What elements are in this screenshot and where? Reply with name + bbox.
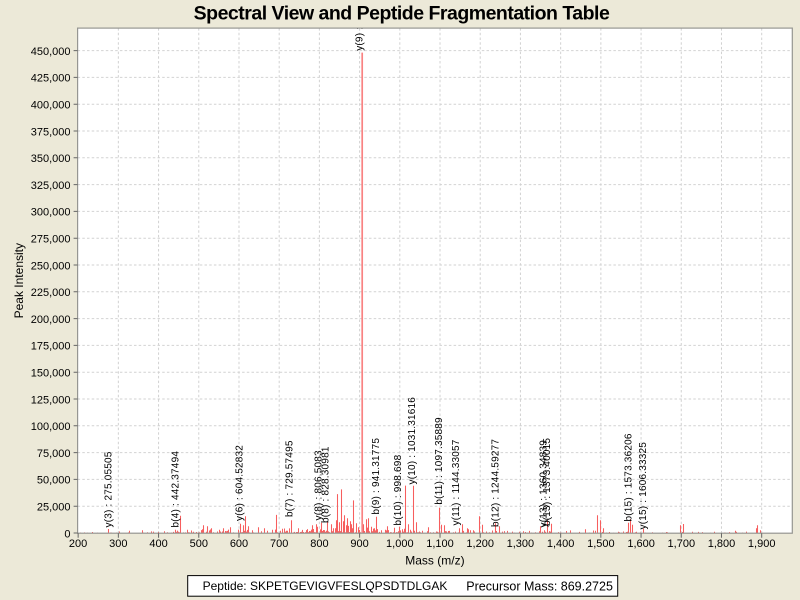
svg-text:200: 200 — [69, 538, 87, 550]
svg-text:Spectral View and Peptide Frag: Spectral View and Peptide Fragmentation … — [194, 3, 610, 25]
svg-text:25,000: 25,000 — [37, 502, 71, 514]
svg-text:1,200: 1,200 — [466, 538, 494, 550]
svg-text:400,000: 400,000 — [31, 100, 71, 112]
svg-text:150,000: 150,000 — [31, 368, 71, 380]
svg-text:Mass (m/z): Mass (m/z) — [405, 554, 464, 568]
svg-text:Peak Intensity: Peak Intensity — [12, 243, 26, 318]
svg-text:225,000: 225,000 — [31, 287, 71, 299]
svg-text:300: 300 — [109, 538, 127, 550]
svg-text:700: 700 — [270, 538, 288, 550]
svg-text:b(13) : 1373.40015: b(13) : 1373.40015 — [542, 438, 553, 526]
svg-text:500: 500 — [190, 538, 208, 550]
svg-text:800: 800 — [310, 538, 328, 550]
svg-text:b(15) : 1573.36206: b(15) : 1573.36206 — [624, 433, 635, 521]
svg-text:y(10) : 1031.31616: y(10) : 1031.31616 — [407, 397, 418, 485]
svg-text:50,000: 50,000 — [37, 475, 71, 487]
svg-text:100,000: 100,000 — [31, 421, 71, 433]
svg-text:400: 400 — [149, 538, 167, 550]
svg-text:350,000: 350,000 — [31, 153, 71, 165]
svg-text:900: 900 — [350, 538, 368, 550]
svg-text:125,000: 125,000 — [31, 394, 71, 406]
svg-text:1,800: 1,800 — [708, 538, 736, 550]
svg-text:375,000: 375,000 — [31, 126, 71, 138]
svg-text:1,400: 1,400 — [547, 538, 575, 550]
svg-text:y(11) : 1144.33057: y(11) : 1144.33057 — [451, 439, 462, 525]
svg-text:425,000: 425,000 — [31, 73, 71, 85]
svg-text:1,700: 1,700 — [668, 538, 696, 550]
svg-text:275,000: 275,000 — [31, 234, 71, 246]
svg-text:450,000: 450,000 — [31, 46, 71, 58]
svg-text:b(10) : 998.698: b(10) : 998.698 — [393, 454, 404, 525]
svg-text:1,000: 1,000 — [386, 538, 414, 550]
svg-text:y(9) : 906.49878: y(9) : 906.49878 — [355, 0, 366, 51]
svg-text:250,000: 250,000 — [31, 260, 71, 272]
svg-text:b(7) : 729.57495: b(7) : 729.57495 — [285, 440, 296, 517]
svg-text:1,900: 1,900 — [748, 538, 776, 550]
svg-text:1,600: 1,600 — [627, 538, 655, 550]
svg-text:y(8) : 806.5083: y(8) : 806.5083 — [314, 450, 325, 521]
svg-text:75,000: 75,000 — [37, 448, 71, 460]
svg-text:b(8) : 828.30981: b(8) : 828.30981 — [321, 446, 332, 523]
svg-text:y(13) : 1360.34839: y(13) : 1360.34839 — [538, 440, 549, 528]
svg-text:Peptide: SKPETGEVIGVFESLQPSDTD: Peptide: SKPETGEVIGVFESLQPSDTDLGAK — [203, 579, 448, 593]
svg-text:b(4) : 442.37494: b(4) : 442.37494 — [170, 451, 181, 528]
svg-text:200,000: 200,000 — [31, 314, 71, 326]
svg-text:0: 0 — [64, 528, 70, 540]
svg-text:y(3) : 275.05505: y(3) : 275.05505 — [103, 451, 114, 527]
svg-text:y(15) : 1606.33325: y(15) : 1606.33325 — [638, 442, 649, 530]
svg-text:y(6) : 604.52832: y(6) : 604.52832 — [235, 445, 246, 521]
svg-text:1,500: 1,500 — [587, 538, 615, 550]
svg-text:600: 600 — [230, 538, 248, 550]
svg-text:1,300: 1,300 — [507, 538, 535, 550]
svg-text:Precursor Mass: 869.2725: Precursor Mass: 869.2725 — [466, 579, 613, 593]
svg-text:b(9) : 941.31775: b(9) : 941.31775 — [371, 438, 382, 515]
svg-text:300,000: 300,000 — [31, 207, 71, 219]
svg-text:175,000: 175,000 — [31, 341, 71, 353]
svg-text:325,000: 325,000 — [31, 180, 71, 192]
svg-text:b(12) : 1244.59277: b(12) : 1244.59277 — [490, 439, 501, 527]
svg-text:b(11) : 1097.35889: b(11) : 1097.35889 — [434, 417, 445, 505]
svg-text:1,100: 1,100 — [426, 538, 454, 550]
